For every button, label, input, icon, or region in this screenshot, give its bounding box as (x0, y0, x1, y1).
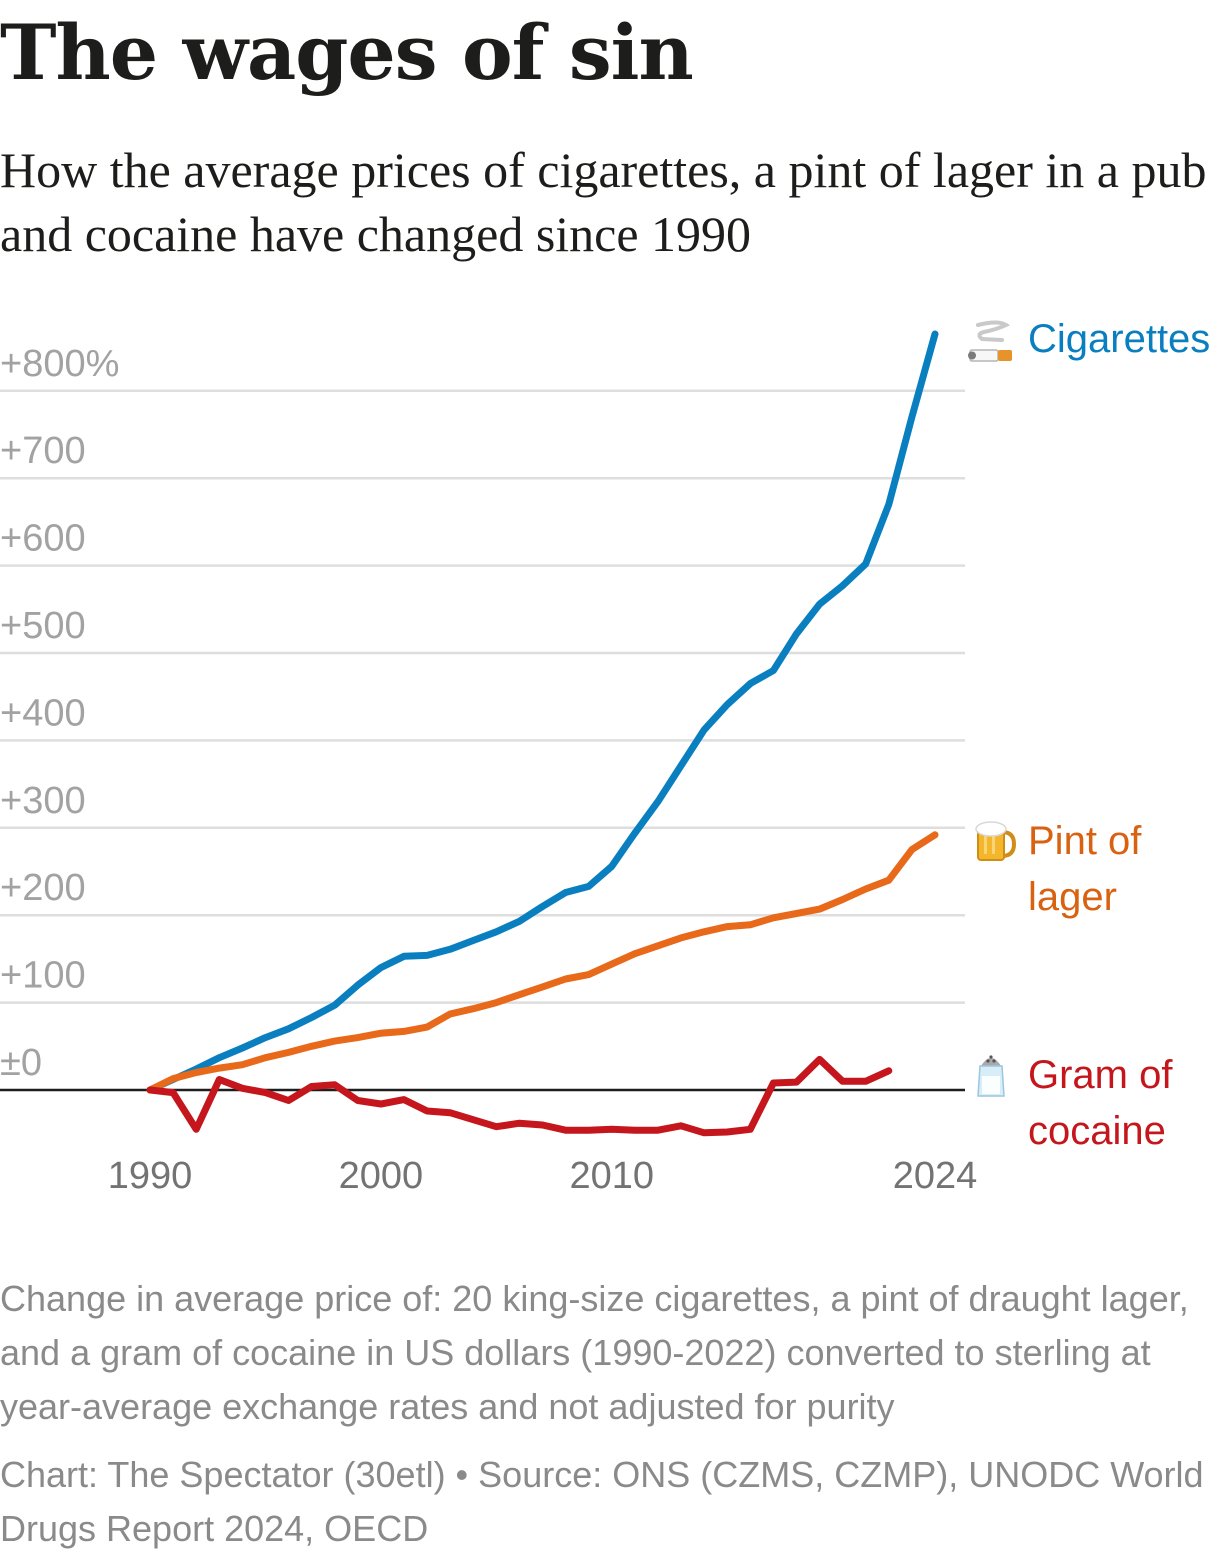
x-tick-label: 2024 (893, 1155, 978, 1197)
y-axis-ticks: +800% +700 +600 +500 +400 +300 +200 +100 ±0 (0, 343, 119, 1084)
legend-label-cocaine-line-1: Gram of (1028, 1053, 1173, 1097)
legend-label-cocaine-line-2: cocaine (1028, 1109, 1166, 1153)
legend-lager: Pint of lager (975, 819, 1142, 919)
y-tick-label: +200 (0, 867, 86, 909)
y-tick-label: ±0 (0, 1042, 42, 1084)
chart-note: Change in average price of: 20 king-size… (0, 1278, 1189, 1427)
y-tick-label: +700 (0, 430, 86, 472)
x-axis-ticks: 1990 2000 2010 2024 (108, 1155, 978, 1197)
x-tick-label: 2000 (339, 1155, 424, 1197)
chart-footer: Change in average price of: 20 king-size… (0, 1272, 1215, 1556)
chart-subtitle: How the average prices of cigarettes, a … (0, 142, 1207, 262)
x-tick-label: 1990 (108, 1155, 193, 1197)
x-tick-label: 2010 (569, 1155, 654, 1197)
chart-credit: Chart: The Spectator (30etl) • Source: O… (0, 1454, 1204, 1549)
cigarette-icon (968, 320, 1012, 362)
y-tick-label: +500 (0, 605, 86, 647)
y-tick-label: +100 (0, 955, 86, 997)
beer-mug-icon (975, 821, 1017, 861)
chart-title: The wages of sin (0, 8, 694, 97)
legend-label-cigarettes: Cigarettes (1028, 317, 1210, 361)
legend-cigarettes: Cigarettes (968, 317, 1210, 362)
y-tick-label: +300 (0, 780, 86, 822)
gridlines (0, 389, 965, 1004)
series-lines (146, 330, 939, 1137)
legend-label-lager-line-2: lager (1028, 875, 1117, 919)
legend-label-lager-line-1: Pint of (1028, 819, 1142, 863)
series-line-cigarettes (146, 330, 939, 1094)
series-line-gram-of-cocaine (146, 1055, 893, 1137)
y-tick-label: +600 (0, 518, 86, 560)
series-line-pint-of-lager (146, 831, 939, 1094)
y-tick-label: +400 (0, 692, 86, 734)
legend-cocaine: Gram of cocaine (977, 1053, 1173, 1153)
salt-shaker-icon (977, 1055, 1005, 1097)
y-tick-label: +800% (0, 343, 119, 385)
line-chart: +800% +700 +600 +500 +400 +300 +200 +100 ±0 1990… (0, 317, 1210, 1197)
